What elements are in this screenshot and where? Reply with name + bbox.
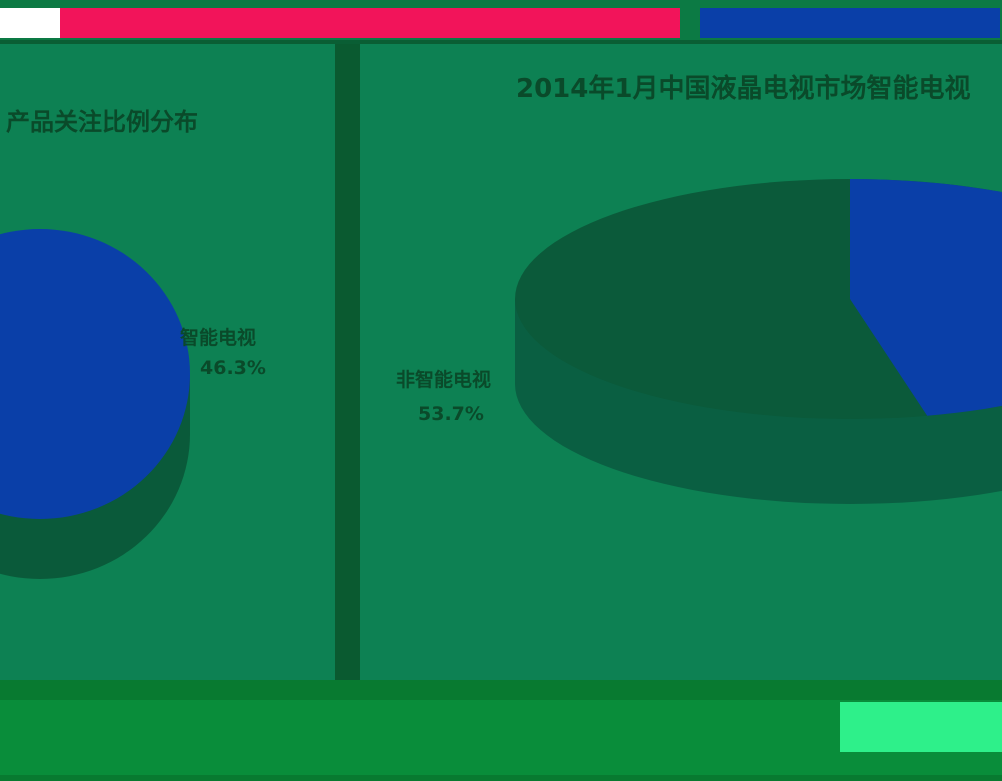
slice-value-label: 53.7% — [418, 403, 484, 425]
right-chart-title: 2014年1月中国液晶电视市场智能电视 — [516, 74, 971, 104]
toolbar-band — [0, 700, 1002, 775]
right-pie-chart: 非智能电视 53.7% — [396, 179, 1002, 504]
left-pie-chart: 智能电视 46.3% — [0, 229, 266, 579]
title-bar-banner — [60, 8, 680, 38]
slice-value-label: 46.3% — [200, 357, 266, 379]
title-bar-left-block — [0, 8, 60, 38]
right-chart-panel: 2014年1月中国液晶电视市场智能电视 非智能电视 53.7% — [360, 44, 1002, 684]
title-bar-right-block — [700, 8, 1000, 38]
panel-divider — [335, 44, 360, 684]
pie-slice-smart-tv — [850, 179, 1002, 416]
pie-slice-smart-tv — [0, 229, 190, 519]
title-bar-divider — [0, 40, 1002, 44]
slice-label: 智能电视 — [180, 326, 256, 349]
toolbar-highlight — [840, 702, 1002, 752]
window-title-bar — [0, 0, 1002, 44]
slice-label: 非智能电视 — [396, 368, 491, 391]
bottom-toolbar — [0, 680, 1002, 781]
left-chart-panel: 产品关注比例分布 智能电视 46.3% — [0, 44, 335, 684]
left-chart-title: 产品关注比例分布 — [6, 108, 198, 136]
